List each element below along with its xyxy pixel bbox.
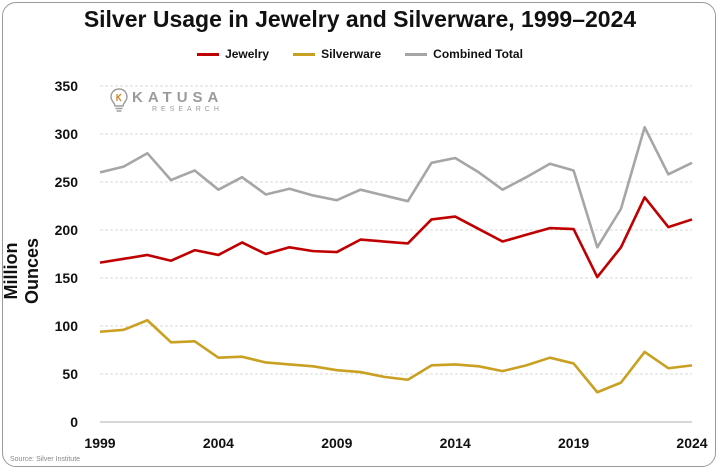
legend-item-combined-total: Combined Total [405, 47, 523, 61]
x-tick-label: 2004 [203, 435, 234, 451]
y-tick-label: 150 [55, 270, 79, 286]
chart-frame [2, 2, 716, 467]
legend-swatch-silverware [293, 52, 316, 56]
legend: Jewelry Silverware Combined Total [0, 47, 720, 61]
logo-sub: RESEARCH [152, 106, 223, 113]
series-line-combined-total [99, 125, 693, 249]
legend-item-jewelry: Jewelry [197, 47, 269, 61]
y-tick-label: 100 [55, 318, 79, 334]
x-tick-label: 2009 [321, 435, 352, 451]
y-tick-label: 0 [70, 414, 78, 430]
series-line-silverware [99, 318, 693, 394]
y-tick-label: 50 [62, 366, 78, 382]
source-note: Source: Silver Institute [10, 456, 81, 463]
x-tick-label: 2019 [558, 435, 589, 451]
lightbulb-icon [110, 88, 128, 112]
series-line-jewelry [99, 196, 693, 279]
legend-label-jewelry: Jewelry [225, 47, 270, 61]
y-tick-label: 250 [55, 174, 79, 190]
y-tick-label: 350 [55, 78, 79, 94]
legend-swatch-jewelry [197, 52, 220, 56]
katusa-logo: KATUSA RESEARCH [110, 88, 223, 114]
y-tick-label: 300 [55, 126, 79, 142]
y-tick-label: 200 [55, 222, 79, 238]
logo-name: KATUSA [132, 89, 224, 106]
legend-swatch-combined-total [405, 52, 428, 56]
x-tick-label: 2024 [676, 435, 707, 451]
legend-label-silverware: Silverware [321, 47, 382, 61]
x-tick-label: 1999 [84, 435, 115, 451]
x-tick-label: 2014 [440, 435, 471, 451]
chart-title: Silver Usage in Jewelry and Silverware, … [83, 6, 637, 32]
legend-label-combined-total: Combined Total [433, 47, 523, 61]
legend-item-silverware: Silverware [293, 47, 381, 61]
